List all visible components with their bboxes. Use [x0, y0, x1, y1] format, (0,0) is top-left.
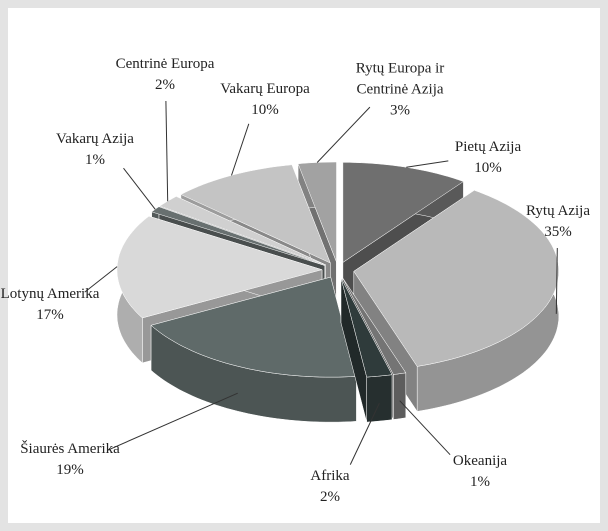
slice-name: Afrika: [310, 468, 350, 484]
slice-top: [150, 276, 357, 378]
slice-label: Pietų Azija 10%: [428, 137, 548, 179]
slice-label: Rytų Azija 35%: [498, 201, 608, 243]
slice: [150, 276, 357, 423]
slice-wall: [366, 374, 393, 423]
slice-name: Rytų Azija: [526, 203, 590, 219]
slice-percent: 19%: [56, 462, 84, 478]
slice-name: Rytų Europa ir Centrinė Azija: [355, 60, 445, 98]
leader-line: [84, 266, 118, 293]
leader-line: [406, 160, 449, 168]
slice-label: Šiaurės Amerika 19%: [10, 439, 130, 481]
leader-line: [399, 400, 451, 456]
slice-percent: 35%: [544, 224, 572, 240]
slice-label: Vakarų Europa 10%: [205, 79, 325, 121]
slice: [340, 277, 393, 423]
slice-label: Vakarų Azija 1%: [35, 129, 155, 171]
slice-top: [340, 277, 393, 378]
pie-chart: [84, 100, 560, 465]
slice-percent: 10%: [474, 160, 502, 176]
leader-line: [106, 392, 238, 451]
leader-line: [231, 123, 250, 176]
slice-name: Vakarų Europa: [220, 81, 310, 97]
slice-name: Okeanija: [452, 453, 508, 469]
leader-line: [349, 402, 380, 465]
slice-name: Lotynų Amerika: [0, 286, 100, 302]
slice-name: Vakarų Azija: [56, 131, 134, 147]
slice-label: Okeanija 1%: [420, 451, 540, 493]
slice-percent: 17%: [36, 307, 64, 323]
slice-percent: 10%: [251, 102, 279, 118]
slice-top: [342, 277, 407, 375]
leader-line: [316, 106, 371, 163]
slice-name: Šiaurės Amerika: [20, 441, 120, 457]
slice-name: Centrinė Europa: [115, 56, 215, 72]
leader-line: [165, 100, 169, 202]
leader-line: [555, 247, 558, 314]
slice-wall: [393, 372, 407, 420]
leader-line: [123, 167, 156, 210]
slice: [353, 189, 560, 413]
slice-name: Pietų Azija: [454, 139, 522, 155]
slice-label: Rytų Europa ir Centrinė Azija 3%: [340, 59, 460, 122]
slice-percent: 1%: [470, 474, 490, 490]
slice-label: Centrinė Europa 2%: [105, 54, 225, 96]
slice-percent: 3%: [390, 102, 410, 119]
slice-label: Lotynų Amerika 17%: [0, 284, 110, 326]
slice-percent: 2%: [320, 489, 340, 505]
slice-label: Afrika 2%: [270, 466, 390, 508]
slice-percent: 2%: [155, 77, 175, 93]
slice-percent: 1%: [85, 152, 105, 168]
